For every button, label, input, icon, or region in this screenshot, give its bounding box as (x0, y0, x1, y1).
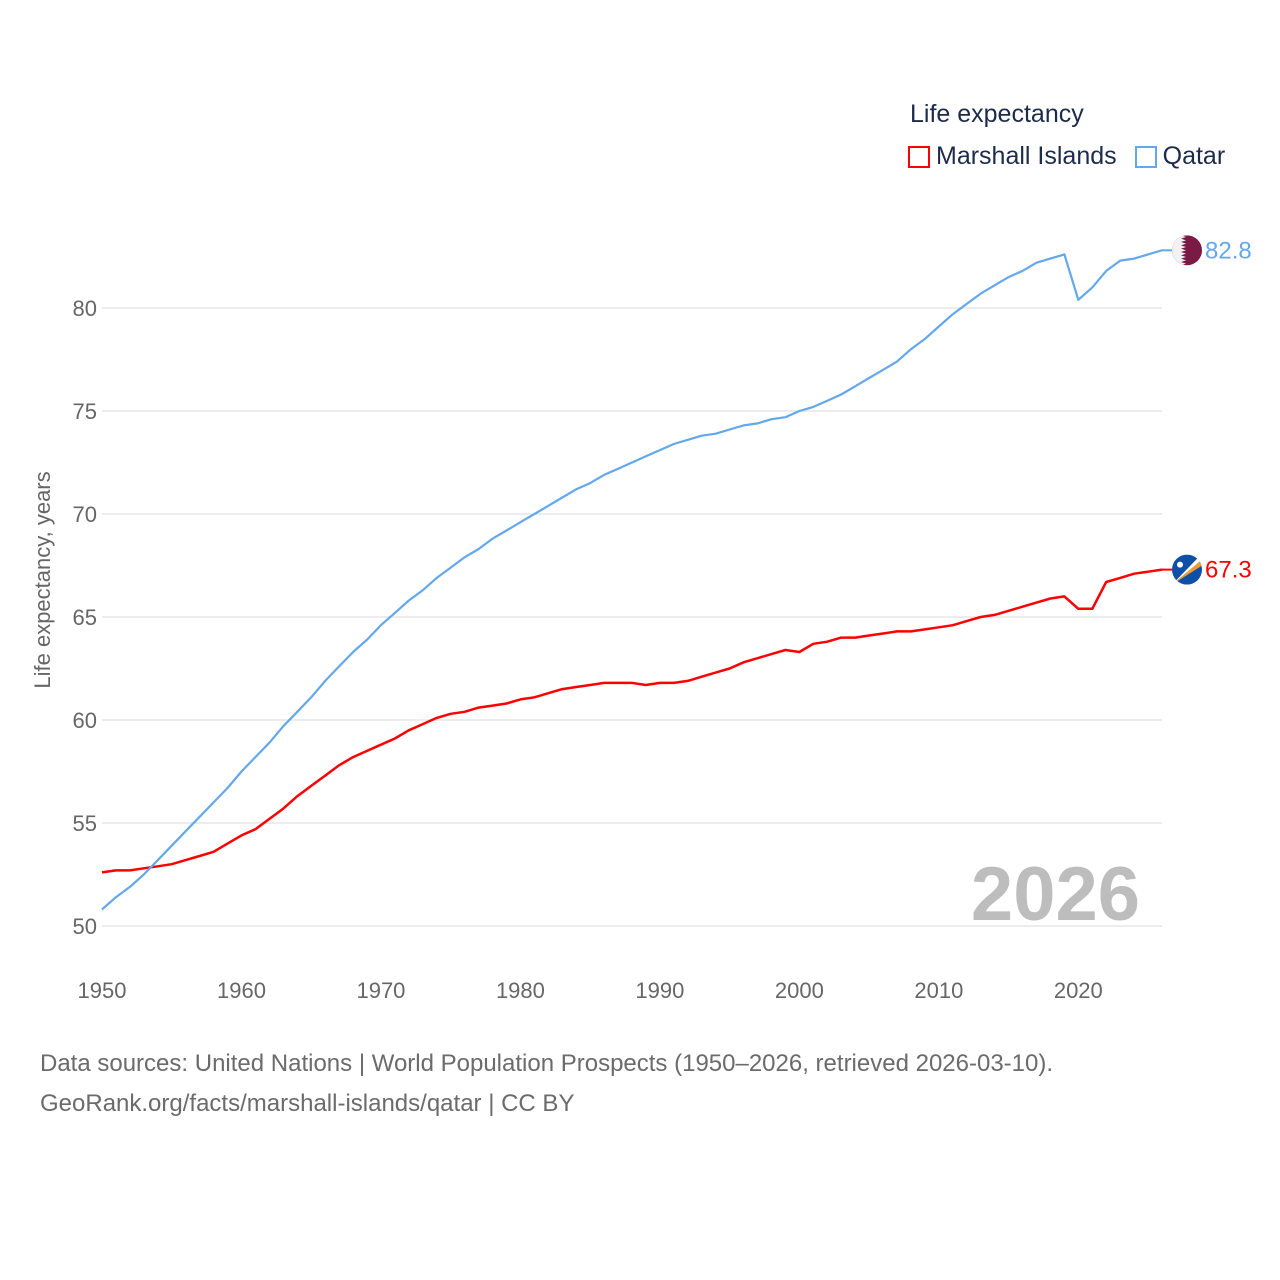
legend-item-qatar[interactable]: Qatar (1134, 142, 1226, 171)
x-tick-label: 2010 (914, 978, 963, 1003)
x-tick-label: 2020 (1054, 978, 1103, 1003)
legend-label: Marshall Islands (936, 142, 1117, 170)
x-tick-label: 1990 (635, 978, 684, 1003)
legend-swatch-marshall-islands (908, 145, 930, 168)
series-line-marshall-islands (101, 568, 1163, 874)
x-tick-label: 2000 (775, 978, 824, 1003)
end-value-label: 67.3 (1205, 557, 1252, 584)
y-tick-label: 75 (73, 399, 97, 424)
qatar-flag-icon (1172, 235, 1202, 266)
x-tick-label: 1950 (78, 978, 127, 1003)
y-tick-label: 70 (73, 502, 97, 527)
x-tick-label: 1960 (217, 978, 266, 1003)
y-axis-label: Life expectancy, years (30, 471, 55, 688)
y-tick-label: 50 (73, 914, 97, 939)
series-line-qatar (101, 249, 1163, 911)
source-note: Data sources: United Nations | World Pop… (40, 1044, 1053, 1124)
y-tick-label: 60 (73, 708, 97, 733)
legend-title: Life expectancy (910, 100, 1084, 128)
y-tick-label: 55 (73, 811, 97, 836)
x-tick-label: 1970 (356, 978, 405, 1003)
x-tick-label: 1980 (496, 978, 545, 1003)
end-value-label: 82.8 (1205, 237, 1252, 264)
gridlines (102, 307, 1162, 927)
legend-label: Qatar (1162, 142, 1226, 170)
year-watermark: 2026 (971, 852, 1140, 937)
source-line: Data sources: United Nations | World Pop… (40, 1050, 1054, 1077)
legend-swatch-qatar (1134, 145, 1157, 168)
x-axis-ticks: 1950 1960 1970 1980 1990 2000 2010 2020 (78, 978, 1103, 1003)
y-axis-ticks: 50 55 60 65 70 75 80 (73, 296, 97, 939)
series-end-markers: 67.3 82.8 (1162, 235, 1252, 585)
source-link[interactable]: GeoRank.org/facts/marshall-islands/qatar… (40, 1090, 575, 1117)
y-tick-label: 65 (73, 605, 97, 630)
legend-item-marshall-islands[interactable]: Marshall Islands (908, 142, 1117, 171)
series-lines (101, 249, 1163, 911)
legend: Marshall Islands Qatar (908, 142, 1225, 171)
y-tick-label: 80 (73, 296, 97, 321)
marshall-islands-flag-icon (1172, 554, 1202, 585)
